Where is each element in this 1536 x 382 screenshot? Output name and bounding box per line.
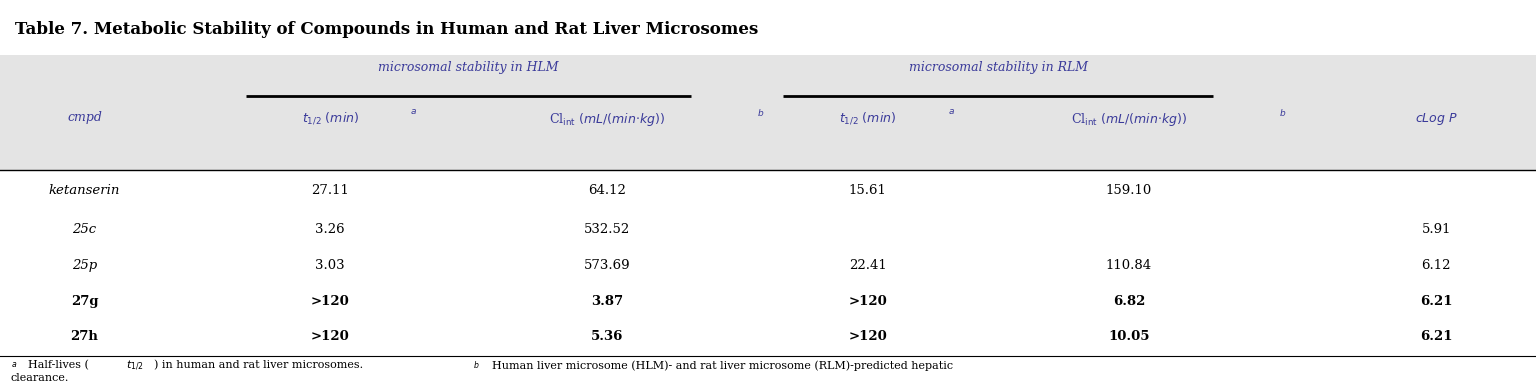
Text: cmpd: cmpd	[68, 111, 101, 124]
Text: 6.21: 6.21	[1419, 295, 1453, 308]
Text: $t_{1/2}$: $t_{1/2}$	[126, 359, 144, 372]
Text: 110.84: 110.84	[1106, 259, 1152, 272]
Text: $\mathit{a}$: $\mathit{a}$	[948, 107, 955, 116]
Text: >120: >120	[848, 330, 888, 343]
Text: 6.82: 6.82	[1112, 295, 1146, 308]
Text: 3.26: 3.26	[315, 223, 346, 236]
Text: 25c: 25c	[72, 223, 97, 236]
Text: Cl$_{\rm int}$ $\mathit{(mL/(min{\cdot}kg))}$: Cl$_{\rm int}$ $\mathit{(mL/(min{\cdot}k…	[548, 111, 665, 128]
Text: 10.05: 10.05	[1107, 330, 1150, 343]
Text: 5.36: 5.36	[590, 330, 624, 343]
Text: 6.12: 6.12	[1421, 259, 1452, 272]
Text: >120: >120	[310, 330, 350, 343]
Text: 159.10: 159.10	[1106, 185, 1152, 197]
Bar	[0, 55, 1536, 170]
Text: 25p: 25p	[72, 259, 97, 272]
Text: Table 7. Metabolic Stability of Compounds in Human and Rat Liver Microsomes: Table 7. Metabolic Stability of Compound…	[15, 21, 759, 38]
Text: Human liver microsome (HLM)- and rat liver microsome (RLM)-predicted hepatic: Human liver microsome (HLM)- and rat liv…	[492, 360, 952, 371]
Text: Half-lives (: Half-lives (	[28, 361, 89, 371]
Text: $\mathit{cLog\ P}$: $\mathit{cLog\ P}$	[1415, 111, 1458, 127]
Text: >120: >120	[848, 295, 888, 308]
Text: $\mathit{b}$: $\mathit{b}$	[757, 107, 765, 118]
Text: $t_{1/2}$ $\mathit{(min)}$: $t_{1/2}$ $\mathit{(min)}$	[301, 111, 359, 126]
Text: Cl$_{\rm int}$ $\mathit{(mL/(min{\cdot}kg))}$: Cl$_{\rm int}$ $\mathit{(mL/(min{\cdot}k…	[1071, 111, 1187, 128]
Text: 22.41: 22.41	[849, 259, 886, 272]
Text: ketanserin: ketanserin	[49, 185, 120, 197]
Text: 27.11: 27.11	[312, 185, 349, 197]
Text: ) in human and rat liver microsomes.: ) in human and rat liver microsomes.	[154, 361, 369, 371]
Text: clearance.: clearance.	[11, 373, 69, 382]
Text: 15.61: 15.61	[849, 185, 886, 197]
Text: 3.87: 3.87	[591, 295, 622, 308]
Text: 532.52: 532.52	[584, 223, 630, 236]
Text: 27g: 27g	[71, 295, 98, 308]
Text: 64.12: 64.12	[588, 185, 625, 197]
Text: microsomal stability in RLM: microsomal stability in RLM	[909, 61, 1087, 74]
Text: 6.21: 6.21	[1419, 330, 1453, 343]
Text: 27h: 27h	[71, 330, 98, 343]
Text: $t_{1/2}$ $\mathit{(min)}$: $t_{1/2}$ $\mathit{(min)}$	[839, 111, 897, 126]
Text: $^b$: $^b$	[473, 361, 479, 371]
Text: $^a$: $^a$	[11, 361, 17, 371]
Text: microsomal stability in HLM: microsomal stability in HLM	[378, 61, 559, 74]
Text: >120: >120	[310, 295, 350, 308]
Text: $\mathit{a}$: $\mathit{a}$	[410, 107, 418, 116]
Text: 573.69: 573.69	[584, 259, 630, 272]
Text: 5.91: 5.91	[1421, 223, 1452, 236]
Text: $\mathit{b}$: $\mathit{b}$	[1279, 107, 1287, 118]
Text: 3.03: 3.03	[315, 259, 346, 272]
